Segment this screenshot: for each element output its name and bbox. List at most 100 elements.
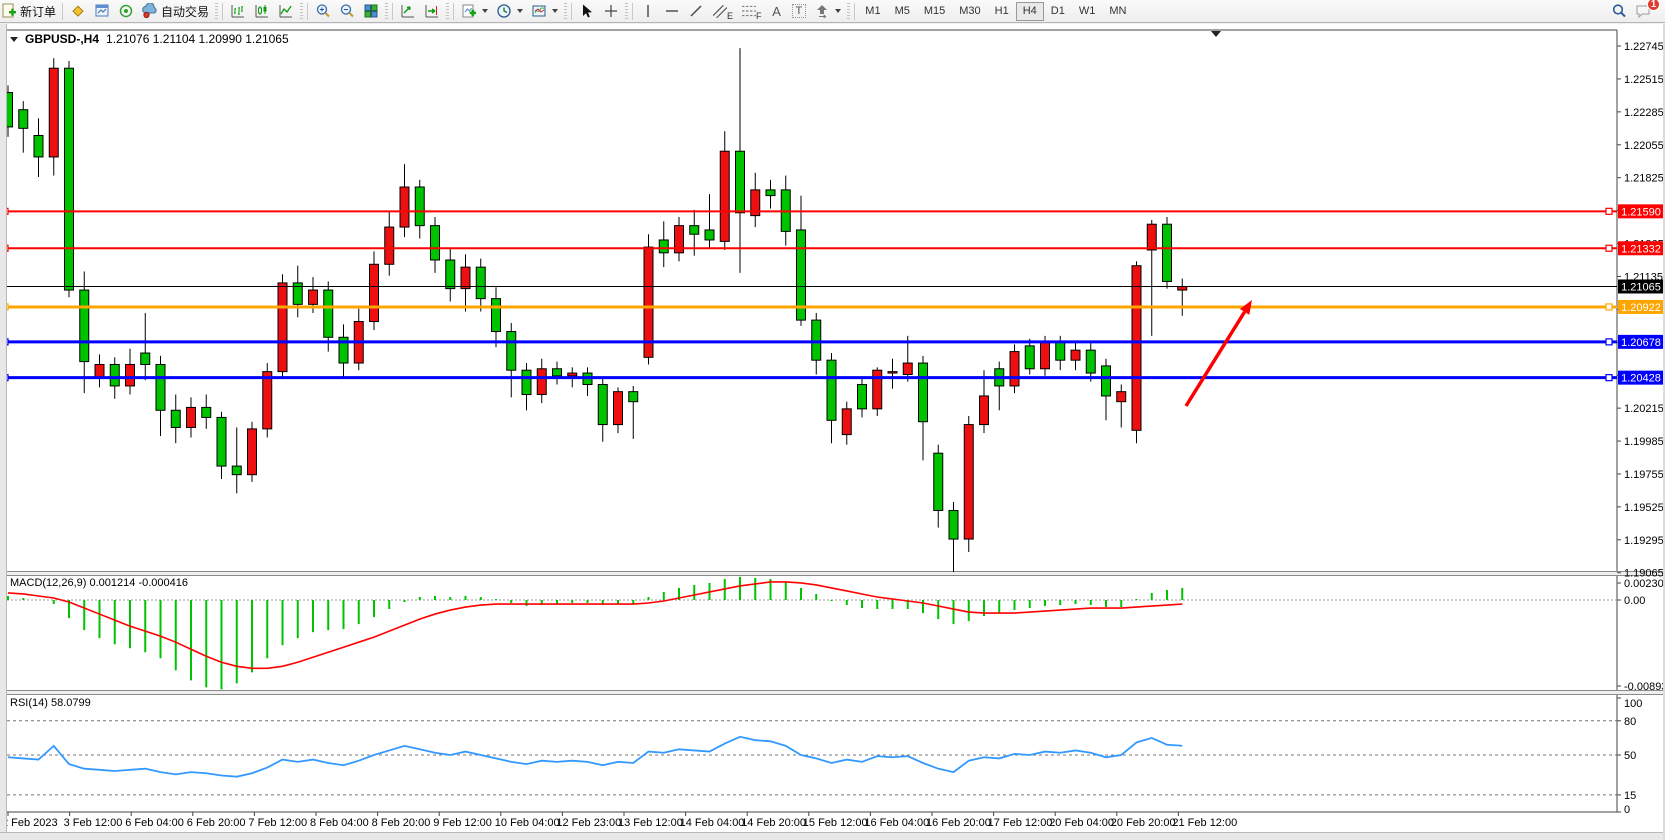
vertical-line-tool-button[interactable] [636,1,660,22]
svg-text:1.22055: 1.22055 [1624,140,1664,152]
main-toolbar: 新订单 自动交易 [0,0,1665,23]
period-button[interactable] [492,1,527,22]
zoom-out-button[interactable] [335,1,359,22]
macd-indicator-label: MACD(12,26,9) 0.001214 -0.000416 [10,577,188,589]
timeframe-M1[interactable]: M1 [865,5,881,18]
svg-text:6 Feb 04:00: 6 Feb 04:00 [125,817,184,829]
macd-histogram [7,576,1184,690]
svg-text:14 Feb 20:00: 14 Feb 20:00 [741,817,806,829]
svg-text:1.19985: 1.19985 [1624,436,1664,448]
clock-icon [497,4,511,18]
channel-tool-button[interactable]: E [708,1,737,22]
svg-text:13 Feb 12:00: 13 Feb 12:00 [618,817,683,829]
toolbar-separator [392,2,394,20]
svg-text:-0.008939: -0.008939 [1624,681,1665,693]
templates-button[interactable] [527,1,562,22]
fibonacci-tool-button[interactable]: F [737,1,766,22]
chart-window: 1.22745 1.22515 1.22285 1.22055 1.21825 1.215… [0,24,1665,840]
timeframe-M15[interactable]: M15 [923,5,946,18]
bar-chart-mode-button[interactable] [226,1,250,22]
horizontal-line-tool-button[interactable] [660,1,684,22]
arrows-tool-button[interactable] [810,1,845,22]
tile-windows-button[interactable] [359,1,383,22]
svg-text:1.21590: 1.21590 [1621,206,1661,218]
chart-shift-button[interactable] [420,1,444,22]
timeframe-H1[interactable]: H1 [994,5,1009,18]
market-watch-button[interactable] [90,1,114,22]
candles [3,48,1188,572]
trendline-tool-button[interactable] [684,1,708,22]
window-right-border [1663,24,1665,840]
svg-text:14 Feb 04:00: 14 Feb 04:00 [680,817,745,829]
new-chart-button[interactable] [457,1,492,22]
text-tool-button[interactable]: A [766,1,788,22]
svg-text:1.19065: 1.19065 [1624,568,1664,580]
line-chart-mode-button[interactable] [274,1,298,22]
svg-text:3 Feb 12:00: 3 Feb 12:00 [64,817,123,829]
time-axis[interactable] [7,812,1617,832]
timeframe-H4[interactable]: H4 [1015,1,1044,21]
auto-scroll-button[interactable] [396,1,420,22]
toolbar-grip [564,3,568,19]
chart-shift-icon [425,5,439,18]
price-level-line[interactable]: 1.21332 [1,241,1664,256]
timeframe-W1[interactable]: W1 [1078,5,1096,18]
svg-text:16 Feb 20:00: 16 Feb 20:00 [926,817,991,829]
chart-canvas[interactable]: 1.22745 1.22515 1.22285 1.22055 1.21825 1.215… [0,24,1665,840]
svg-text:80: 80 [1624,716,1636,728]
svg-text:0.002308: 0.002308 [1624,578,1665,590]
crosshair-tool-button[interactable] [599,1,623,22]
svg-text:20 Feb 04:00: 20 Feb 04:00 [1049,817,1114,829]
chart-menu-icon[interactable] [10,36,18,42]
candlestick-icon [255,5,269,18]
horizontal-line-icon [666,10,679,12]
svg-text:1.21825: 1.21825 [1624,173,1664,185]
toolbar-grip [847,3,851,19]
fibonacci-tool-sub-label: F [756,10,762,21]
svg-text:1.20678: 1.20678 [1621,337,1661,349]
svg-text:8 Feb 04:00: 8 Feb 04:00 [310,817,369,829]
timeframe-MN[interactable]: MN [1109,5,1127,18]
cursor-tool-button[interactable] [575,1,599,22]
annotation-arrow[interactable] [1184,300,1252,407]
line-chart-icon [279,5,293,18]
zoom-in-icon [316,4,330,18]
toolbar-separator [571,2,573,20]
fibonacci-icon [742,5,756,17]
macd-signal-value: -0.000416 [138,577,188,589]
timeframe-M30[interactable]: M30 [959,5,981,18]
vertical-line-icon [647,5,649,17]
text-label-tool-button[interactable]: T [788,1,811,22]
svg-text:16 Feb 04:00: 16 Feb 04:00 [864,817,929,829]
new-order-button[interactable]: 新订单 [0,1,60,22]
svg-text:100: 100 [1624,698,1642,710]
search-button[interactable] [1607,1,1631,22]
arrow-objects-icon [817,5,828,19]
profiles-button[interactable] [66,1,90,22]
crosshair-icon [605,5,618,17]
auto-trading-button[interactable]: 自动交易 [138,1,213,22]
candlestick-mode-button[interactable] [250,1,274,22]
svg-text:12 Feb 23:00: 12 Feb 23:00 [556,817,621,829]
toolbar-separator [453,2,455,20]
toolbar-separator [62,2,64,20]
svg-text:1.20922: 1.20922 [1621,302,1661,314]
current-price-line[interactable]: 1.21065 [7,279,1664,294]
signals-button[interactable] [114,1,138,22]
chat-button[interactable]: 1 [1631,0,1660,22]
timeframe-M5[interactable]: M5 [894,5,910,18]
chart-shift-marker[interactable] [1211,31,1221,37]
svg-text:20 Feb 20:00: 20 Feb 20:00 [1111,817,1176,829]
svg-text:1.20428: 1.20428 [1621,373,1661,385]
timeframe-D1[interactable]: D1 [1050,5,1065,18]
trendline-icon [690,5,702,17]
price-axis[interactable] [1617,24,1665,812]
svg-text:21 Feb 12:00: 21 Feb 12:00 [1172,817,1237,829]
auto-trading-icon [142,3,157,19]
dropdown-caret-icon [835,9,842,13]
auto-scroll-icon [401,5,415,18]
zoom-in-button[interactable] [311,1,335,22]
dropdown-caret-icon [517,9,524,13]
equidistant-channel-icon [712,4,728,19]
toolbar-separator [222,2,224,20]
